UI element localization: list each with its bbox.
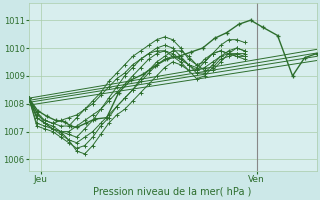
X-axis label: Pression niveau de la mer( hPa ): Pression niveau de la mer( hPa ) — [93, 187, 252, 197]
